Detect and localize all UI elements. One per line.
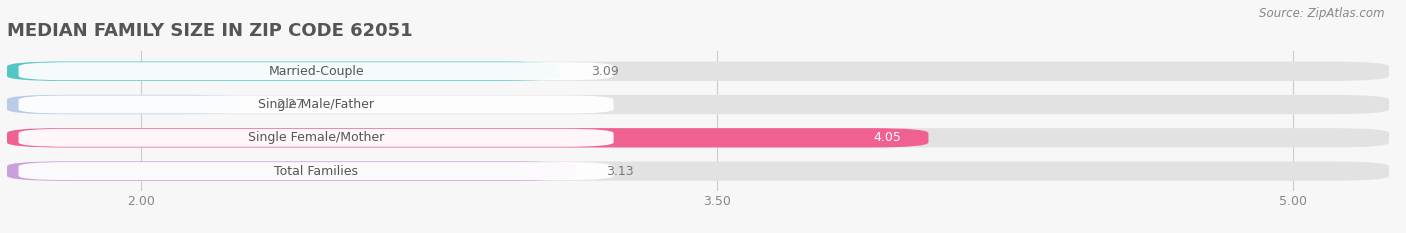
FancyBboxPatch shape [7,161,575,181]
FancyBboxPatch shape [18,162,613,180]
Text: Single Female/Mother: Single Female/Mother [247,131,384,144]
FancyBboxPatch shape [7,128,928,147]
FancyBboxPatch shape [18,62,613,80]
FancyBboxPatch shape [7,128,1389,147]
Text: Total Families: Total Families [274,164,359,178]
Text: 3.13: 3.13 [606,164,634,178]
FancyBboxPatch shape [7,62,560,81]
Text: 4.05: 4.05 [873,131,901,144]
Text: 2.27: 2.27 [276,98,304,111]
Text: 3.09: 3.09 [591,65,619,78]
FancyBboxPatch shape [7,95,1389,114]
Text: MEDIAN FAMILY SIZE IN ZIP CODE 62051: MEDIAN FAMILY SIZE IN ZIP CODE 62051 [7,22,412,40]
FancyBboxPatch shape [18,129,613,147]
FancyBboxPatch shape [7,62,1389,81]
Text: Married-Couple: Married-Couple [269,65,364,78]
Text: Source: ZipAtlas.com: Source: ZipAtlas.com [1260,7,1385,20]
FancyBboxPatch shape [7,161,1389,181]
Text: Single Male/Father: Single Male/Father [259,98,374,111]
FancyBboxPatch shape [18,96,613,113]
FancyBboxPatch shape [7,95,245,114]
